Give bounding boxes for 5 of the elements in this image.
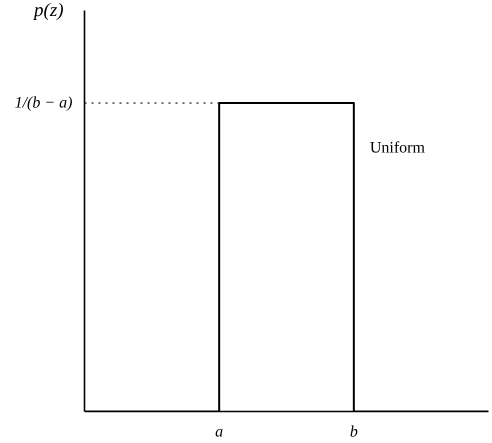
- x-tick-label: a: [215, 424, 224, 440]
- x-tick-label: b: [350, 424, 358, 440]
- series-label: Uniform: [370, 140, 426, 157]
- ref-line-label: 1/(b − a): [14, 94, 73, 112]
- y-axis-title: p(z): [32, 0, 64, 21]
